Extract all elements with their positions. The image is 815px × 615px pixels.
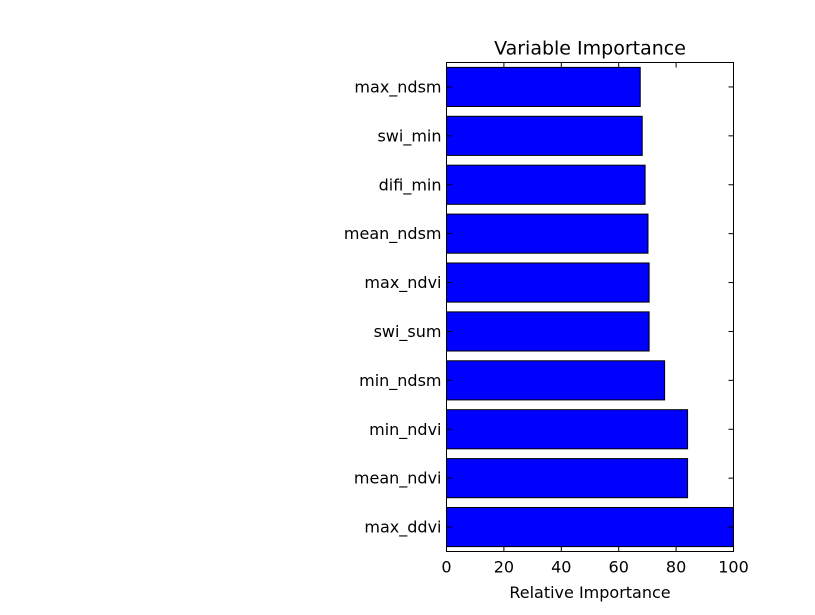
x-tick-label: 0 [441,558,451,577]
x-tick-labels: 0 20 40 60 80 100 [441,558,748,577]
bar-swi_min [446,115,643,156]
y-tick-label: swi_min [377,126,441,146]
x-axis-label: Relative Importance [509,583,670,602]
x-tick-label: 80 [666,558,686,577]
chart-title: Variable Importance [494,38,686,60]
x-tick-label: 100 [718,558,749,577]
y-tick-label: min_ndsm [359,371,441,391]
y-tick-label: max_ddvi [364,518,441,538]
bar-mean_ndsm [446,213,649,254]
bars-group [446,66,734,548]
bar-min_ndsm [446,360,666,401]
y-tick-label: mean_ndvi [354,469,442,489]
y-tick-label: max_ndsm [354,77,441,97]
bar-difi_min [446,164,646,205]
bar-mean_ndvi [446,458,689,499]
y-tick-label: min_ndvi [369,420,441,440]
y-tick-labels: max_ndsm swi_min difi_min mean_ndsm max_ndvi… [344,77,442,537]
y-tick-label: swi_sum [374,322,442,342]
bar-max_ndvi [446,262,650,303]
x-tick-label: 60 [609,558,629,577]
bar-max_ddvi [446,506,734,548]
x-tick-label: 20 [494,558,514,577]
y-tick-label: mean_ndsm [344,224,442,244]
y-tick-label: difi_min [379,175,442,195]
bar-max_ndsm [446,66,641,108]
plot-area-frame [446,62,734,552]
bar-min_ndvi [446,409,689,450]
x-tick-label: 40 [551,558,571,577]
bar-swi_sum [446,311,650,352]
y-tick-label: max_ndvi [364,273,441,293]
